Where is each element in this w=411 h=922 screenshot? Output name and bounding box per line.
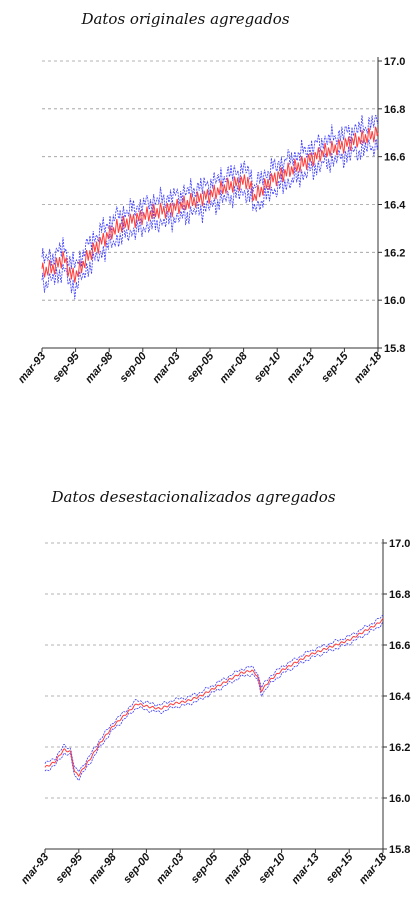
chart-title-original: Datos originales agregados xyxy=(81,10,290,28)
original-center-line xyxy=(41,126,379,283)
original-xtick-label: sep-00 xyxy=(117,350,149,385)
adjusted-xtick-label: mar-13 xyxy=(289,851,321,886)
adjusted-ytick-label: 16.0 xyxy=(389,793,410,805)
original-xtick-label: sep-15 xyxy=(319,350,351,385)
original-ytick-label: 16.4 xyxy=(384,200,406,212)
adjusted-ytick-label: 16.8 xyxy=(389,589,410,601)
adjusted-xtick-label: sep-10 xyxy=(256,851,288,886)
original-xtick-label: mar-18 xyxy=(352,350,385,386)
adjusted-xtick-label: sep-15 xyxy=(324,851,356,886)
original-ytick-label: 17.0 xyxy=(384,56,405,68)
original-ytick-label: 16.2 xyxy=(384,247,405,259)
adjusted-ytick-label: 16.6 xyxy=(389,640,410,652)
original-ytick-label: 15.8 xyxy=(384,343,405,355)
original-xtick-label: mar-13 xyxy=(285,350,317,385)
original-xtick-label: mar-98 xyxy=(83,350,116,386)
original-ytick-label: 16.6 xyxy=(384,152,405,164)
adjusted-xtick-label: sep-95 xyxy=(53,851,85,886)
adjusted-center-line xyxy=(44,618,384,778)
adjusted-xtick-label: sep-05 xyxy=(189,851,221,886)
original-xtick-label: sep-10 xyxy=(252,350,284,385)
adjusted-xtick-label: sep-00 xyxy=(121,851,153,886)
chart-title-seasonally-adjusted: Datos desestacionalizados agregados xyxy=(51,488,336,506)
adjusted-ytick-label: 16.4 xyxy=(389,691,411,703)
original-xtick-label: mar-08 xyxy=(218,350,251,386)
adjusted-xtick-label: mar-03 xyxy=(154,851,186,886)
adjusted-xtick-label: mar-08 xyxy=(222,851,255,887)
original-upper-band-line xyxy=(41,114,379,270)
original-lower-band-line xyxy=(41,139,379,300)
adjusted-ytick-label: 16.2 xyxy=(389,742,410,754)
chart-original: 17.0 16.8 16.6 16.4 16.2 16.0 15.8 mar-93 sep-95… xyxy=(16,56,406,386)
original-ytick-label: 16.0 xyxy=(384,295,405,307)
chart-seasonally-adjusted: 17.0 16.8 16.6 16.4 16.2 16.0 15.8 mar-93 sep-95… xyxy=(19,538,411,887)
original-xtick-label: mar-03 xyxy=(150,350,182,385)
original-ytick-label: 16.8 xyxy=(384,104,405,116)
original-xtick-label: sep-95 xyxy=(50,350,82,385)
adjusted-xtick-label: mar-18 xyxy=(357,851,390,887)
adjusted-lower-band-line xyxy=(44,621,384,782)
adjusted-ytick-label: 15.8 xyxy=(389,844,410,856)
adjusted-xtick-label: mar-98 xyxy=(87,851,120,887)
adjusted-ytick-label: 17.0 xyxy=(389,538,410,550)
adjusted-xtick-label: mar-93 xyxy=(19,851,51,886)
original-xtick-label: sep-05 xyxy=(185,350,217,385)
adjusted-upper-band-line xyxy=(44,614,384,773)
original-xtick-label: mar-93 xyxy=(16,350,48,385)
